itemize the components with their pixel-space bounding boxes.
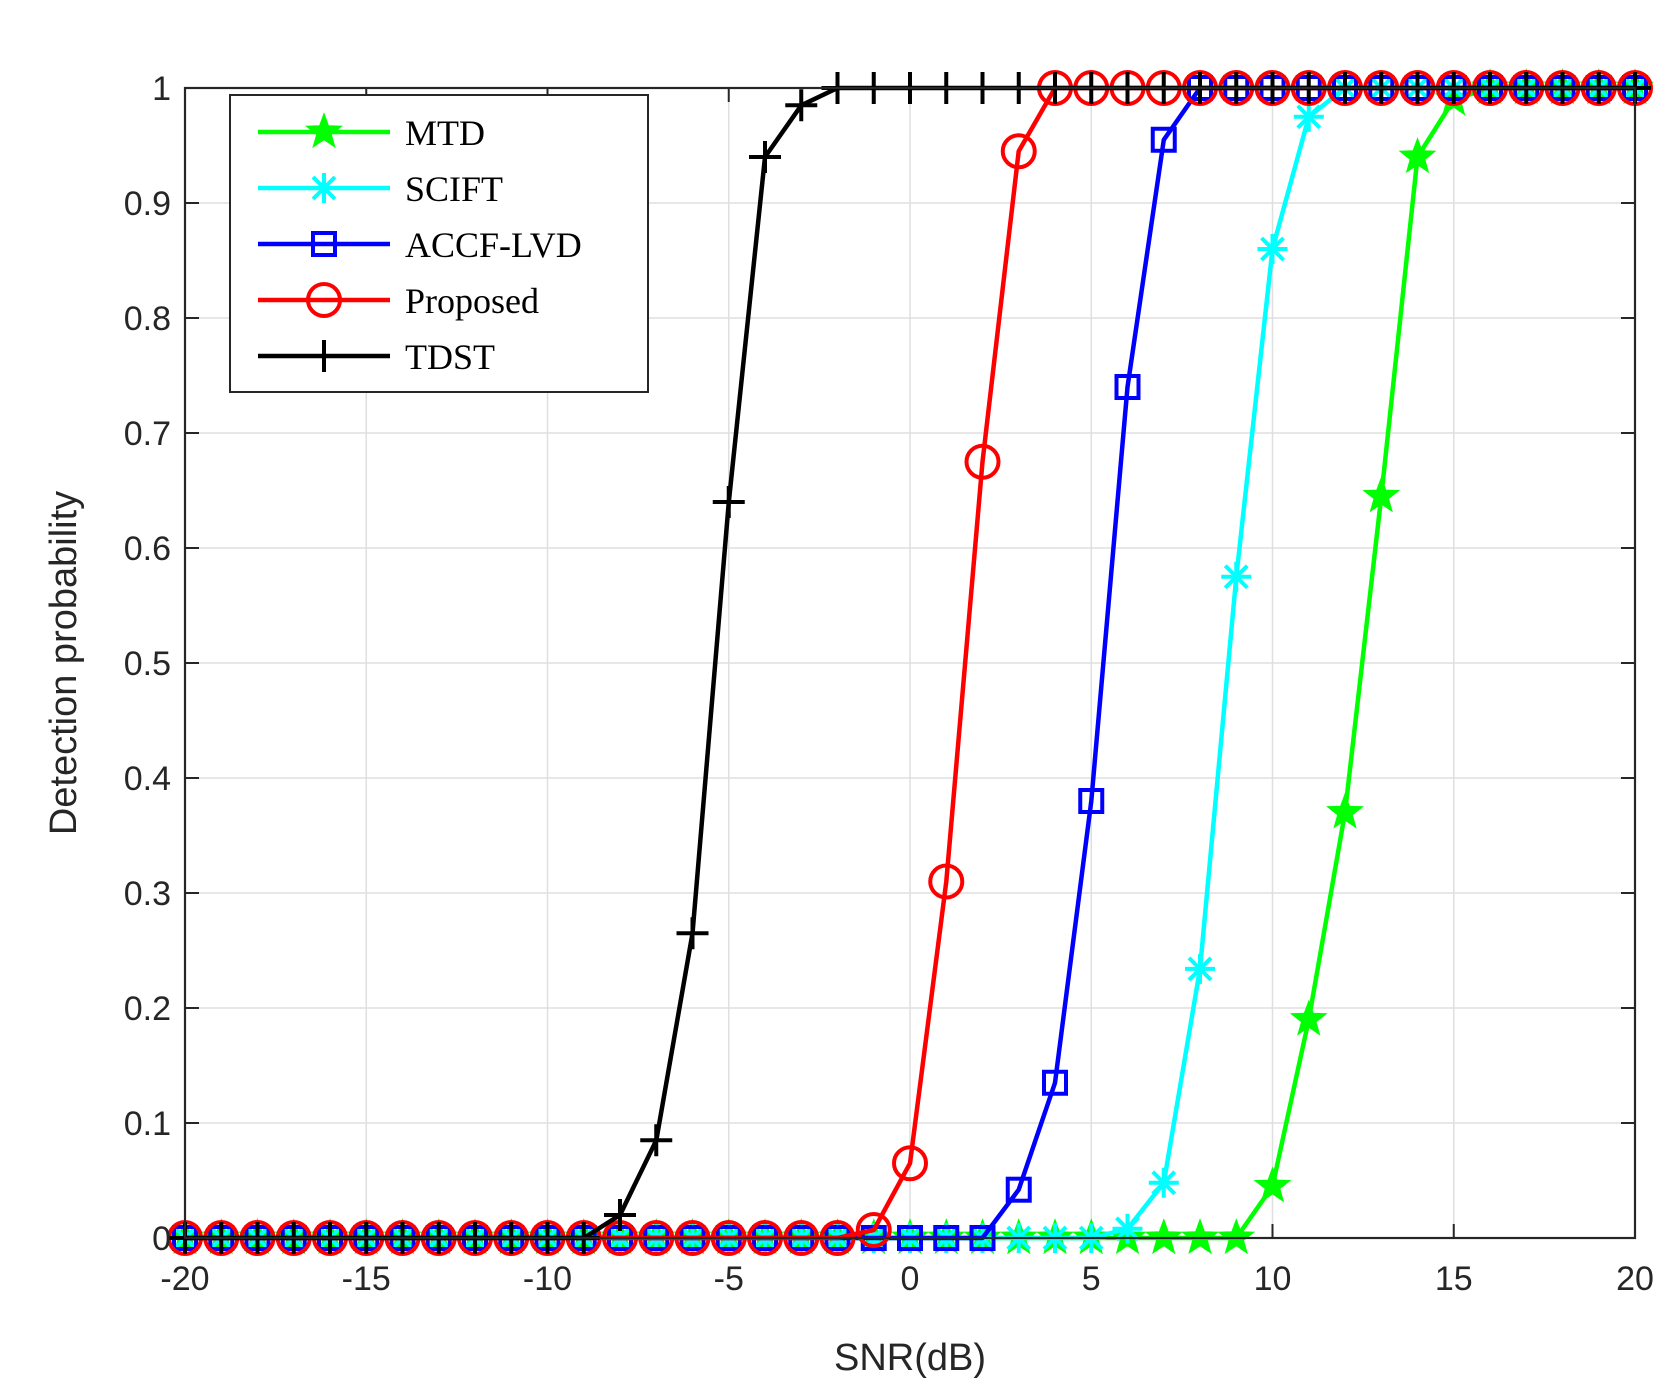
legend: MTD SCIFT ACCF-LVD Proposed TDST xyxy=(229,94,649,393)
legend-box xyxy=(229,94,649,393)
y-tick-label: 0.8 xyxy=(124,300,171,338)
data-point-marker xyxy=(1293,101,1324,132)
y-tick-label: 0.4 xyxy=(124,760,171,798)
legend-label: SCIFT xyxy=(405,169,503,209)
data-point-marker xyxy=(1114,374,1141,400)
data-point-marker xyxy=(1398,137,1437,174)
x-tick-label: 20 xyxy=(1616,1260,1654,1298)
x-tick-label: 5 xyxy=(1082,1260,1101,1298)
y-tick-label: 0.1 xyxy=(124,1105,171,1143)
data-point-marker xyxy=(1221,561,1252,592)
data-point-marker xyxy=(1005,1176,1032,1203)
data-point-marker xyxy=(604,1199,636,1231)
x-tick-label: 0 xyxy=(901,1260,920,1298)
data-point-marker xyxy=(1185,953,1215,984)
legend-item: Proposed xyxy=(258,281,539,321)
data-point-marker xyxy=(1326,792,1364,829)
x-tick-label: 15 xyxy=(1435,1260,1473,1298)
y-tick-label: 0.3 xyxy=(124,875,171,913)
legend-marker xyxy=(309,173,339,203)
data-point-marker xyxy=(1148,1167,1179,1198)
legend-item: MTD xyxy=(258,112,485,153)
data-point-marker xyxy=(712,486,745,518)
data-point-marker xyxy=(1181,1218,1219,1255)
x-tick-label: 10 xyxy=(1254,1260,1292,1298)
legend-marker xyxy=(308,340,340,372)
x-tick-label: -15 xyxy=(342,1260,391,1298)
grid-lines xyxy=(184,87,1636,1239)
y-tick-label: 0.2 xyxy=(124,990,171,1028)
data-point-marker xyxy=(928,863,965,900)
data-point-marker xyxy=(1257,234,1288,264)
legend-item: ACCF-LVD xyxy=(258,225,582,265)
x-tick-label: -5 xyxy=(714,1260,744,1298)
legend-marker xyxy=(306,282,342,318)
legend-label: Proposed xyxy=(405,281,539,321)
y-tick-label: 1 xyxy=(152,70,171,108)
x-tick-label: -10 xyxy=(523,1260,572,1298)
axes-box xyxy=(183,86,1637,1240)
data-point-marker xyxy=(964,443,1001,480)
data-point-marker xyxy=(676,917,709,950)
data-point-marker xyxy=(1362,476,1401,513)
data-point-marker xyxy=(749,141,781,173)
data-point-marker xyxy=(1150,126,1177,153)
legend-label: MTD xyxy=(405,113,485,153)
legend-label: ACCF-LVD xyxy=(405,225,582,265)
legend-marker xyxy=(305,112,343,149)
legend-item: TDST xyxy=(258,337,495,377)
y-tick-label: 0.9 xyxy=(124,185,171,223)
data-point-marker xyxy=(1078,788,1105,814)
x-axis-title: SNR(dB) xyxy=(834,1337,986,1379)
y-tick-label: 0.5 xyxy=(124,645,171,683)
y-tick-label: 0.7 xyxy=(124,415,171,453)
data-point-marker xyxy=(1217,1218,1256,1255)
data-point-marker xyxy=(1253,1166,1292,1203)
legend-marker xyxy=(311,231,337,257)
data-point-marker xyxy=(1112,1213,1143,1244)
data-point-marker xyxy=(640,1124,673,1157)
tick-labels: -20 -15 -10 -5 0 5 10 15 20 0 0.1 0.2 0.3 0.4 0.5 0.6 0.… xyxy=(124,70,1654,1298)
data-point-marker xyxy=(1000,133,1037,170)
y-tick-label: 0.6 xyxy=(124,530,171,568)
data-point-marker xyxy=(1289,999,1328,1036)
data-point-marker xyxy=(892,1145,928,1182)
x-tick-label: -20 xyxy=(160,1260,209,1298)
legend-item: SCIFT xyxy=(258,169,503,209)
data-point-marker xyxy=(1042,1069,1068,1096)
data-point-marker xyxy=(785,89,818,122)
y-tick-label: 0 xyxy=(152,1220,171,1258)
data-point-marker xyxy=(1144,1218,1183,1255)
y-axis-title: Detection probability xyxy=(43,491,85,835)
legend-label: TDST xyxy=(405,337,495,377)
data-point-marker xyxy=(855,1211,892,1248)
